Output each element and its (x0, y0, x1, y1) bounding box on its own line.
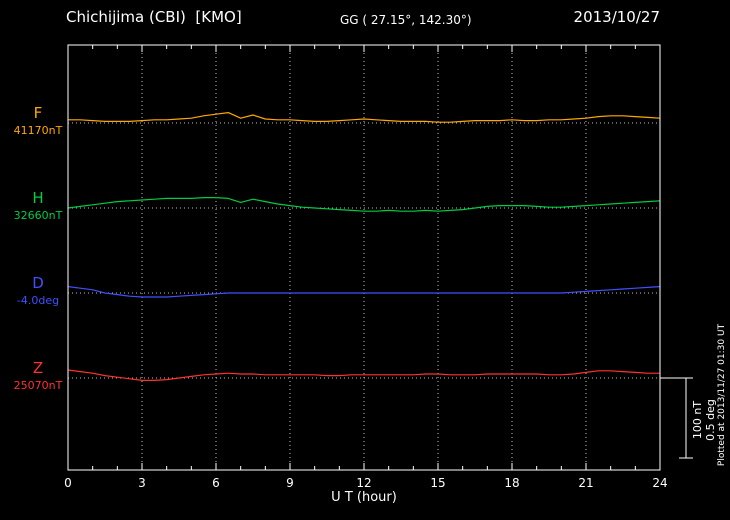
x-tick-label: 15 (430, 476, 445, 490)
series-letter-Z: Z (32, 359, 44, 377)
series-label-Z: Z 25070nT (6, 359, 70, 392)
series-baseline-F: 41170nT (13, 124, 63, 137)
trace-F (68, 111, 661, 123)
scale-nT-label: 100 nT (691, 400, 704, 440)
x-tick-label: 9 (286, 476, 294, 490)
x-tick-label: 18 (504, 476, 519, 490)
trace-Z (67, 369, 660, 381)
series-label-H: H 32660nT (6, 189, 70, 222)
series-baseline-Z: 25070nT (13, 379, 63, 392)
page-title: Chichijima (CBI) [KMO] (66, 8, 242, 26)
x-tick-label: 24 (652, 476, 667, 490)
trace-H (67, 197, 661, 212)
x-tick-label: 12 (356, 476, 371, 490)
x-tick-label: 21 (578, 476, 593, 490)
x-tick-label: 6 (212, 476, 220, 490)
series-baseline-D: -4.0deg (16, 294, 60, 307)
series-label-D: D -4.0deg (6, 274, 70, 307)
date-label: 2013/10/27 (573, 8, 660, 26)
plotted-at-label: Plotted at 2013/11/27 01:30 UT (717, 323, 727, 467)
trace-D (67, 286, 661, 298)
plot-frame (67, 44, 661, 471)
x-tick-label: 3 (138, 476, 146, 490)
scale-bar-labels: 100 nT 0.5 deg (691, 380, 717, 460)
series-letter-H: H (32, 189, 44, 207)
series-letter-D: D (32, 274, 44, 292)
series-label-F: F 41170nT (6, 104, 70, 137)
series-baseline-H: 32660nT (13, 209, 63, 222)
coordinates-label: GG ( 27.15°, 142.30°) (340, 13, 472, 27)
scale-deg-label: 0.5 deg (704, 399, 717, 441)
series-letter-F: F (33, 104, 43, 122)
x-tick-label: 0 (64, 476, 72, 490)
x-axis-label: U T (hour) (331, 490, 397, 505)
